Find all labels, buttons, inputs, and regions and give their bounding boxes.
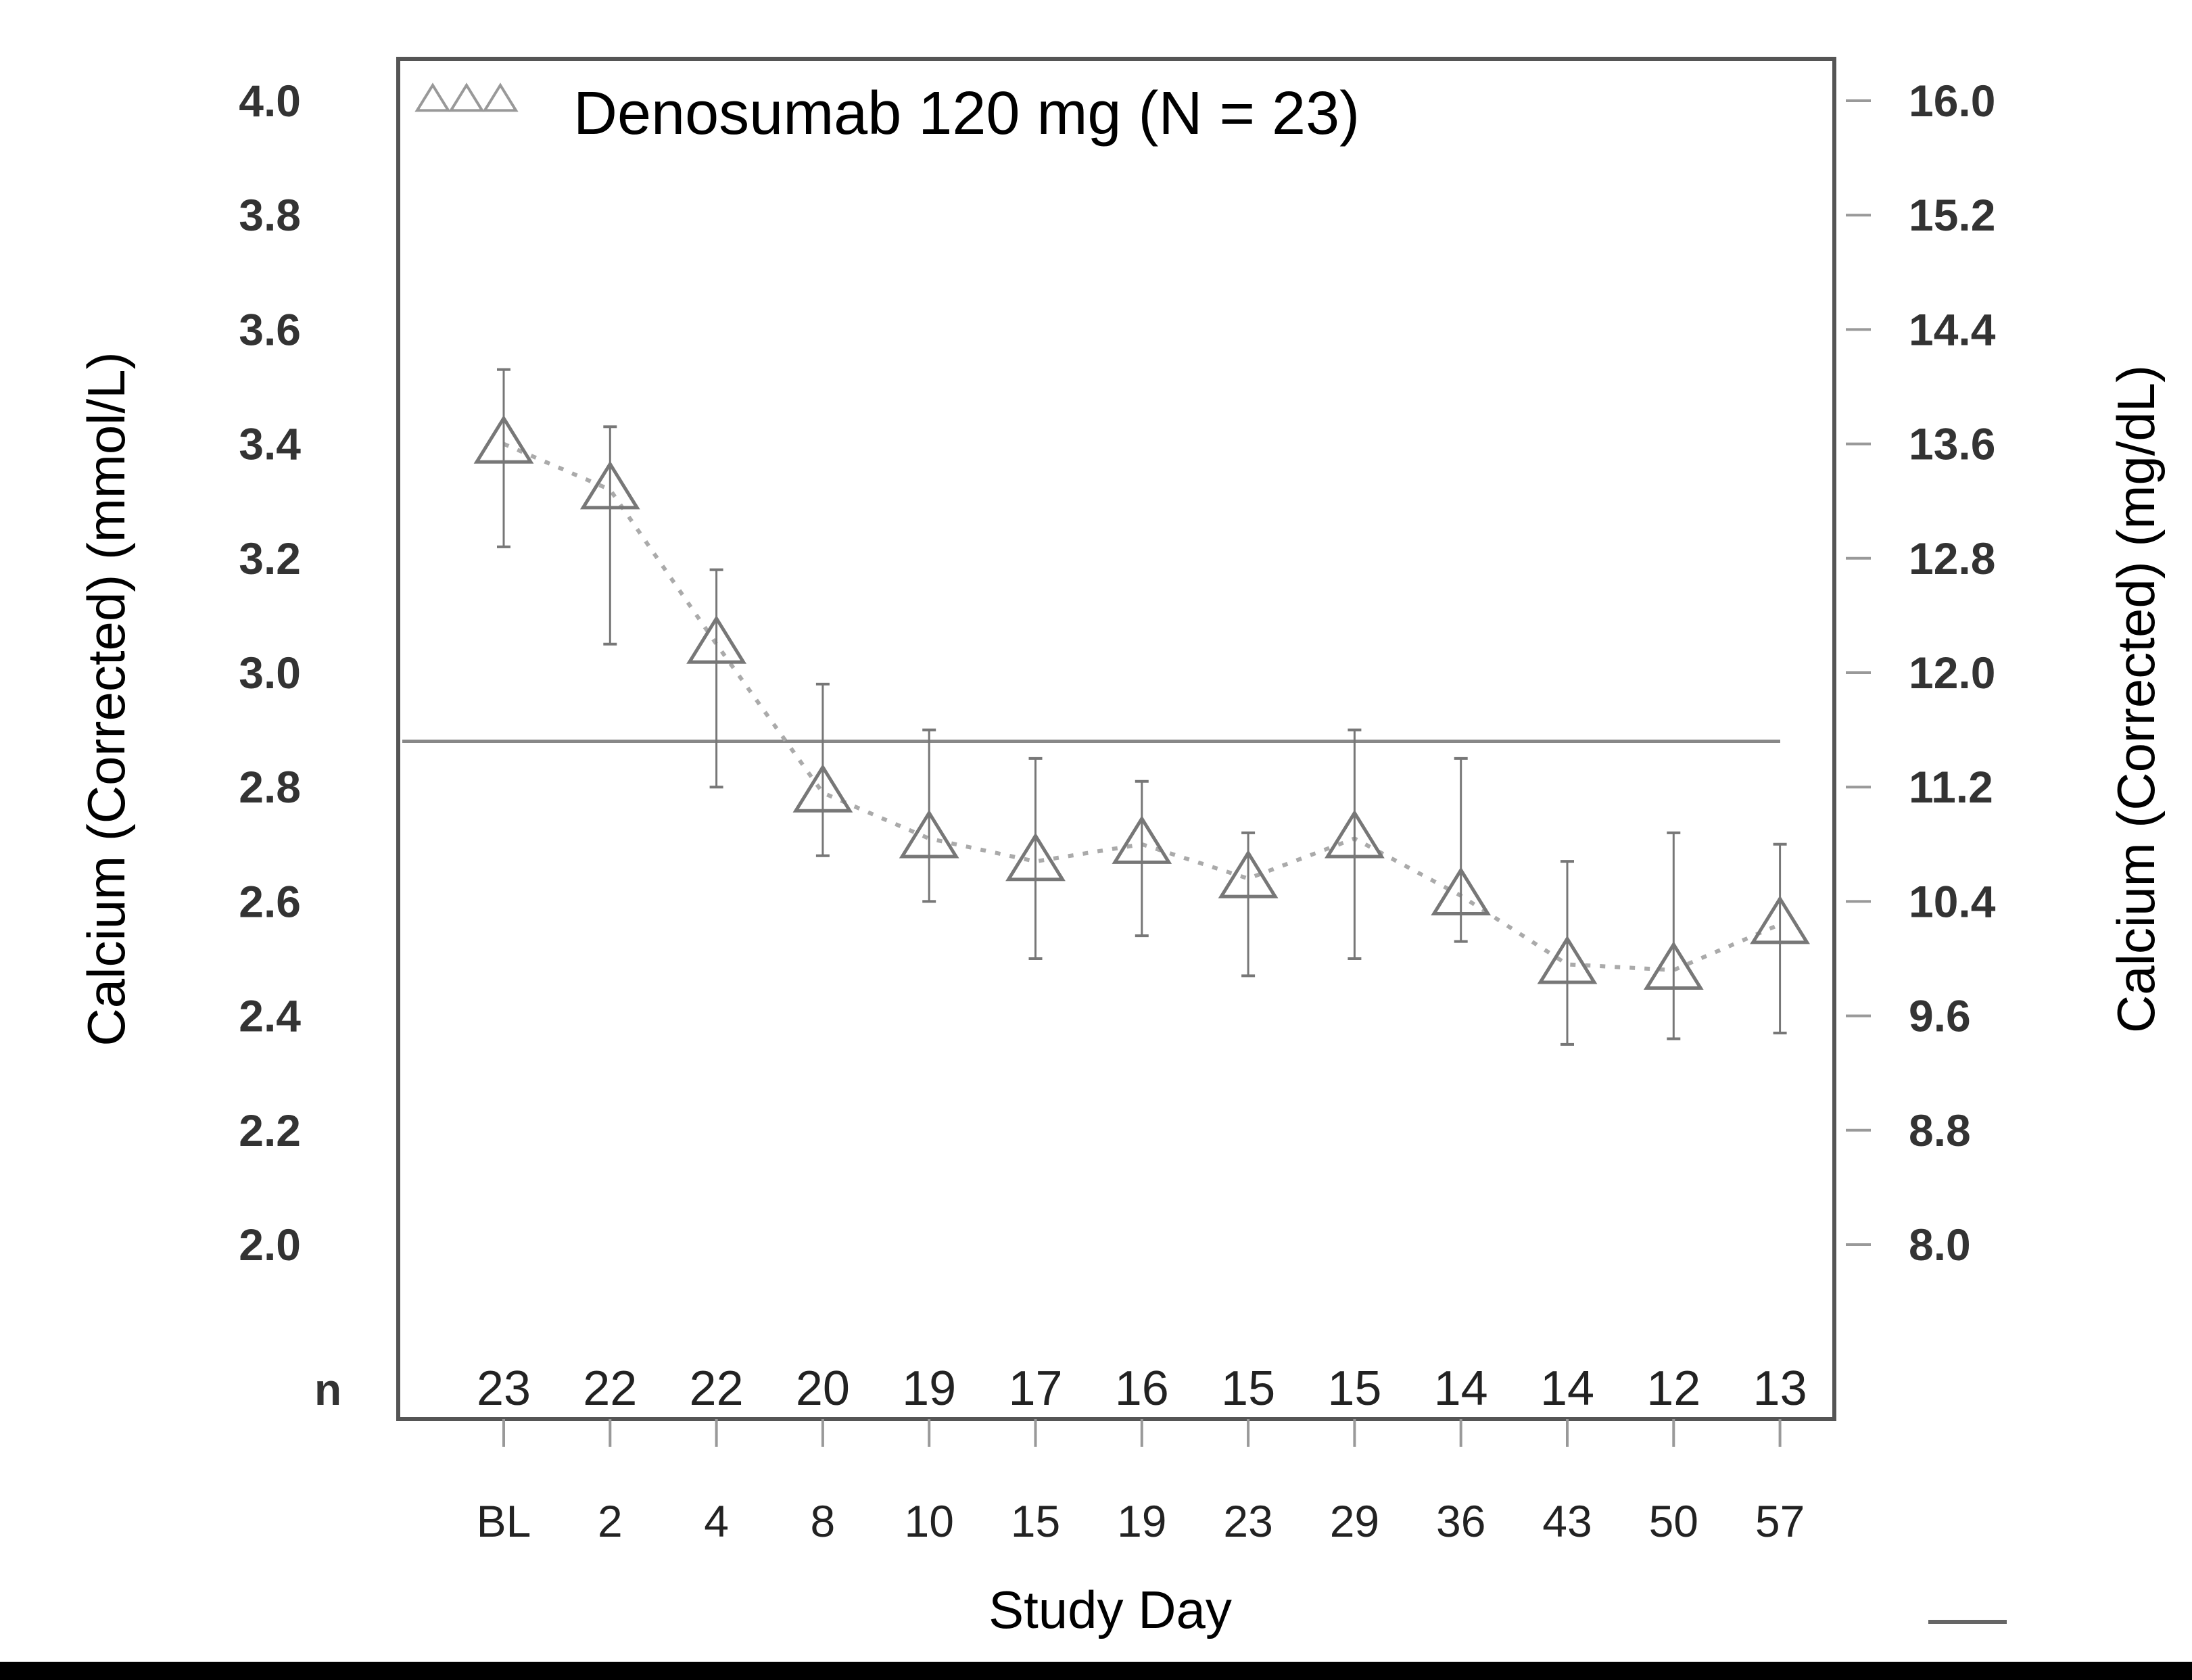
y-tick-label: 2.0 (239, 1220, 301, 1270)
legend-triangle-icons (414, 82, 519, 112)
x-tick-label: BL (477, 1496, 531, 1546)
x-axis: BL23222422820101915171916231529153614431… (477, 1362, 1807, 1546)
data-point-triangle (1537, 935, 1598, 984)
data-point-triangle (686, 615, 746, 664)
y-tick-label: 2.4 (239, 991, 301, 1041)
n-row-label: n (314, 1364, 341, 1414)
n-count: 23 (477, 1362, 531, 1416)
plot-frame (396, 57, 1836, 1421)
data-point-triangle (1218, 849, 1279, 898)
x-tick-label: 15 (1011, 1496, 1060, 1546)
y-tick-label: 3.6 (239, 304, 301, 354)
y-tick-label: 3.4 (239, 419, 301, 469)
x-tick-label: 50 (1649, 1496, 1698, 1546)
bottom-black-bar (0, 1662, 2192, 1680)
data-point-triangle (1431, 867, 1492, 916)
x-axis-label: Study Day (988, 1580, 1232, 1639)
y-tick-label-right: 16.0 (1909, 76, 1995, 126)
x-tick-label: 8 (811, 1496, 836, 1546)
legend: Denosumab 120 mg (N = 23) (414, 80, 1360, 147)
y-tick-label-right: 9.6 (1909, 991, 1971, 1041)
data-point-triangle (1112, 815, 1172, 864)
y-axis-label-left: Calcium (Corrected) (mmol/L) (76, 352, 136, 1046)
n-count: 14 (1540, 1362, 1594, 1416)
y-tick-label: 3.8 (239, 190, 301, 240)
y-tick-label-right: 15.2 (1909, 190, 1995, 240)
y-tick-label-right: 12.0 (1909, 648, 1995, 698)
y-tick-label-right: 10.4 (1909, 876, 1996, 926)
legend-triangle-icon (448, 82, 485, 112)
y-tick-label-right: 8.0 (1909, 1220, 1971, 1270)
legend-triangle-icon (414, 82, 451, 112)
x-tick-label: 19 (1117, 1496, 1166, 1546)
data-point-triangle (1325, 809, 1385, 859)
legend-label: Denosumab 120 mg (N = 23) (573, 80, 1360, 147)
n-count: 19 (902, 1362, 956, 1416)
n-count: 22 (583, 1362, 637, 1416)
data-point-triangle (1643, 941, 1704, 990)
data-point-triangle (1005, 832, 1066, 882)
x-tick-label: 57 (1755, 1496, 1805, 1546)
y-tick-label: 3.2 (239, 533, 301, 583)
left-y-axis: 4.0 3.8 3.6 3.4 3.2 3.0 2.8 2.6 2.4 2.2 2.0 (239, 76, 301, 1270)
series-marks (402, 368, 1810, 1046)
y-tick-label: 2.2 (239, 1105, 301, 1155)
data-point-triangle (792, 763, 853, 813)
x-tick-label: 2 (598, 1496, 623, 1546)
right-y-axis: 16.0 15.2 14.4 13.6 12.8 12.0 11.2 10.4 9.6 8.8 8.… (1846, 76, 1996, 1270)
n-count: 15 (1327, 1362, 1381, 1416)
y-tick-label: 3.0 (239, 648, 301, 698)
n-count: 20 (796, 1362, 850, 1416)
y-tick-label-right: 11.2 (1909, 762, 1993, 812)
legend-triangle-icon (482, 82, 519, 112)
n-count: 13 (1753, 1362, 1807, 1416)
n-count: 22 (690, 1362, 744, 1416)
n-count: 17 (1008, 1362, 1062, 1416)
y-tick-label-right: 13.6 (1909, 419, 1995, 469)
data-point-triangle (473, 414, 534, 464)
x-tick-label: 23 (1223, 1496, 1272, 1546)
n-count: 12 (1646, 1362, 1700, 1416)
y-tick-label: 2.8 (239, 762, 301, 812)
data-point-triangle (899, 809, 959, 859)
x-tick-label: 10 (904, 1496, 953, 1546)
y-tick-label: 2.6 (239, 876, 301, 926)
y-tick-label: 4.0 (239, 76, 301, 126)
x-tick-label: 29 (1330, 1496, 1379, 1546)
n-count: 14 (1434, 1362, 1488, 1416)
x-tick-label: 43 (1542, 1496, 1592, 1546)
data-point-triangle (579, 460, 640, 510)
y-tick-label-right: 12.8 (1909, 533, 1995, 583)
y-axis-label-right: Calcium (Corrected) (mg/dL) (2106, 365, 2166, 1033)
x-tick-label: 4 (704, 1496, 729, 1546)
n-count: 16 (1115, 1362, 1169, 1416)
data-point-triangle (1750, 895, 1810, 944)
x-tick-label: 36 (1436, 1496, 1485, 1546)
y-tick-label-right: 14.4 (1909, 304, 1996, 354)
y-tick-label-right: 8.8 (1909, 1105, 1971, 1155)
n-count: 15 (1221, 1362, 1275, 1416)
